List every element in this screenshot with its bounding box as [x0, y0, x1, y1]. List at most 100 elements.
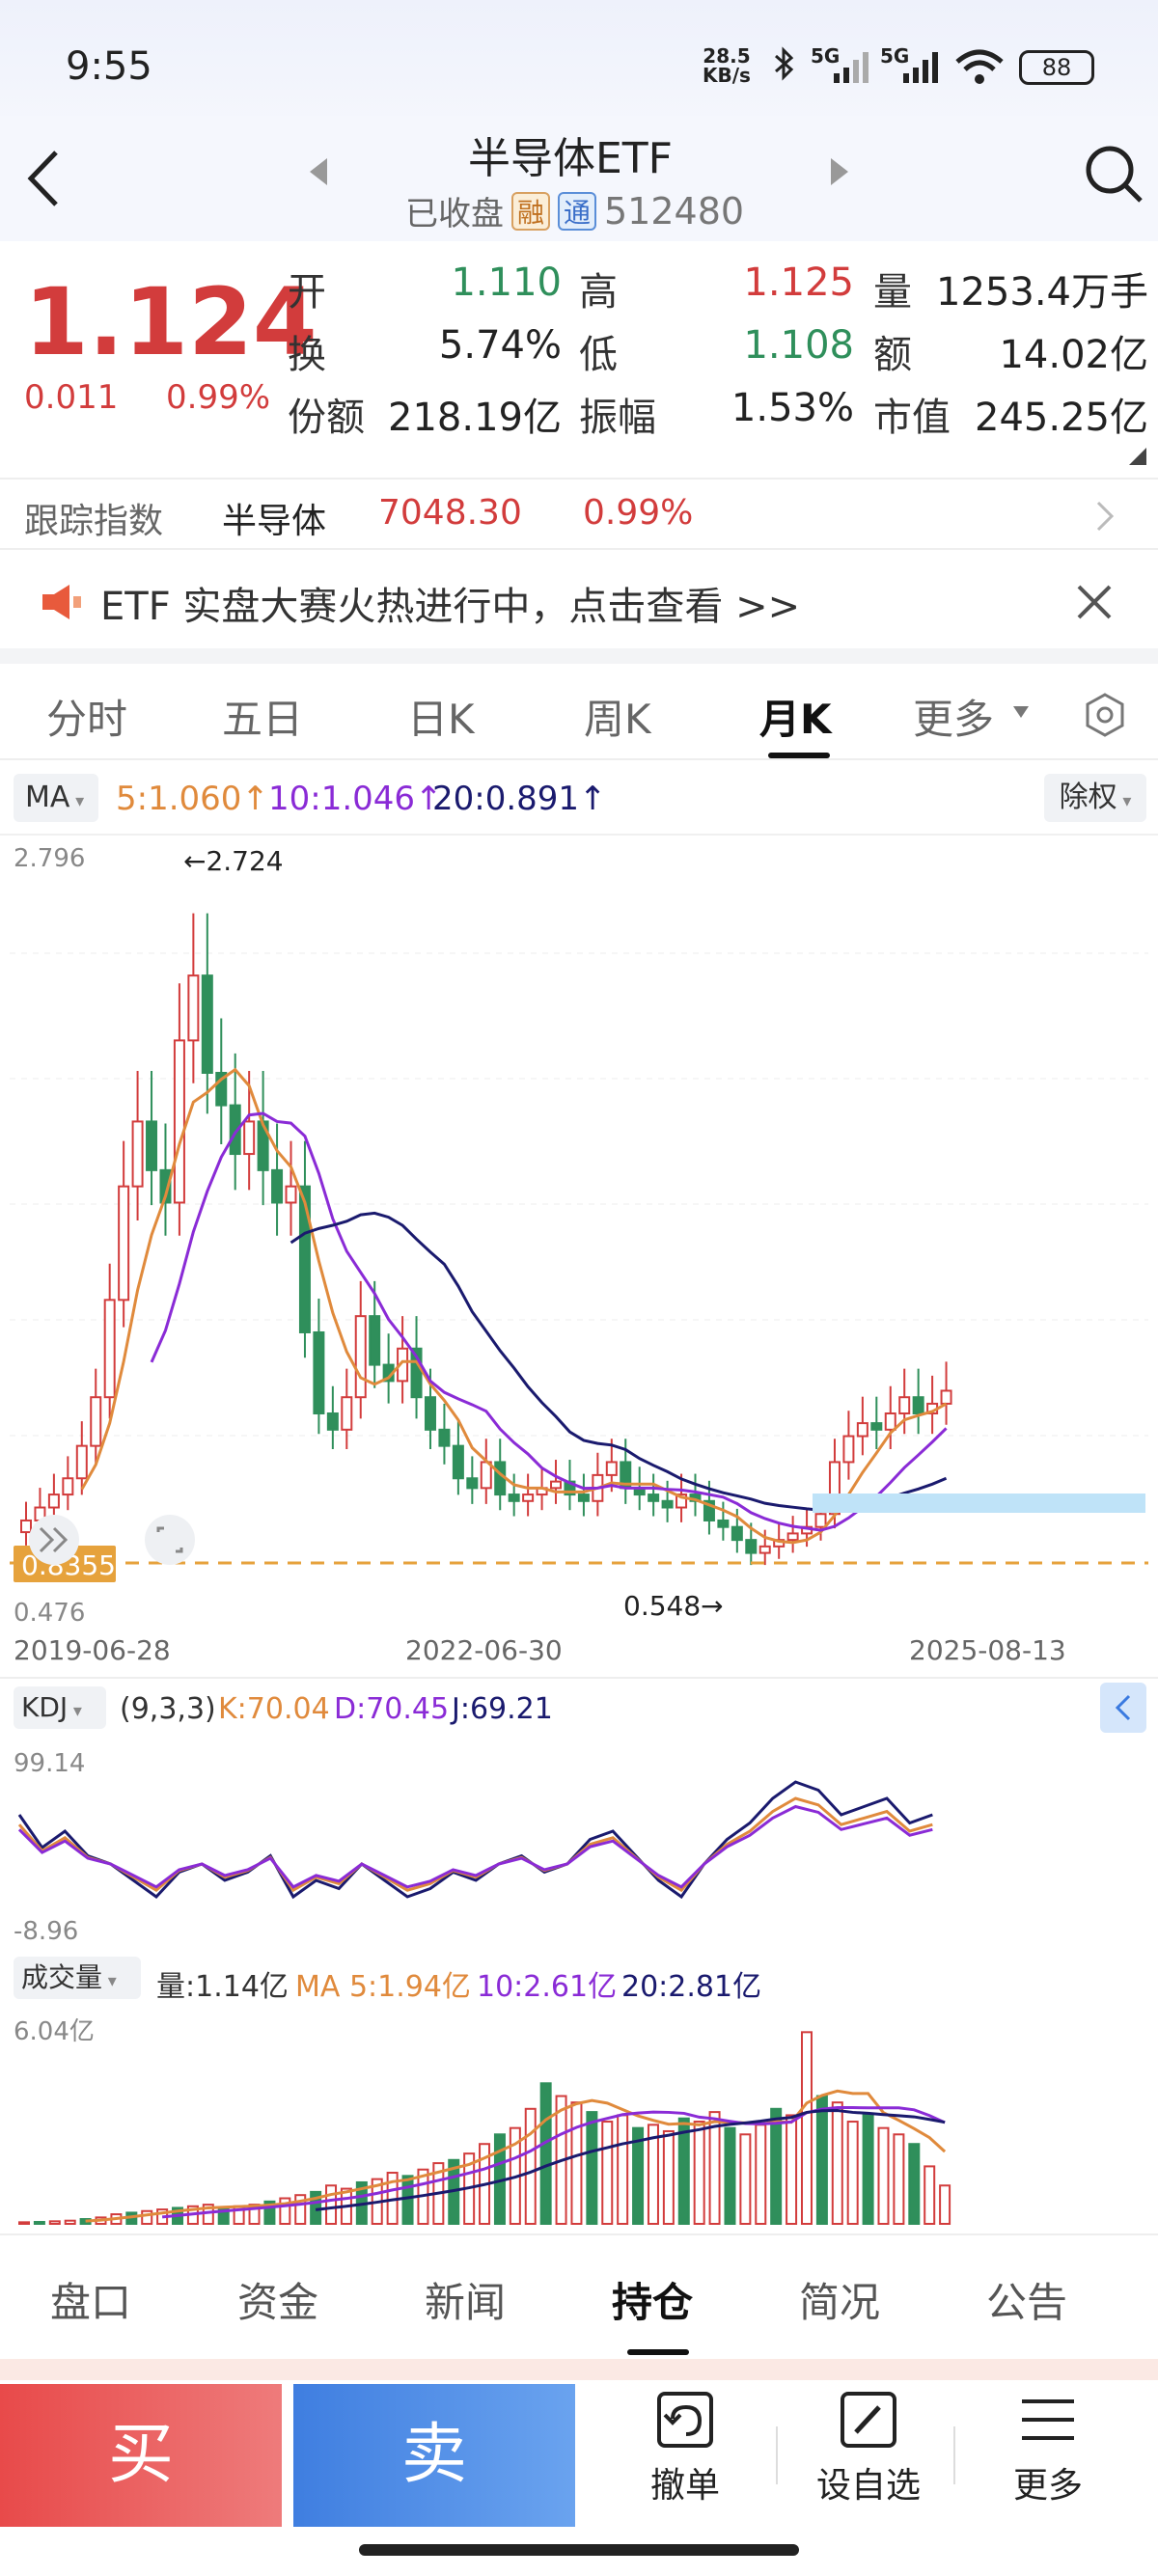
tab-daily-k[interactable]: 日K — [407, 696, 475, 743]
sell-button[interactable]: 卖 — [293, 2384, 575, 2527]
candle-body — [940, 1389, 952, 1405]
search-icon[interactable] — [1081, 141, 1148, 208]
more-actions-button[interactable]: 更多 — [980, 2386, 1116, 2531]
fold-left-icon[interactable] — [29, 1515, 79, 1565]
tab-more[interactable]: 更多 — [913, 696, 995, 743]
label-shares: 份额 — [288, 396, 365, 440]
volume-bar — [141, 2209, 153, 2226]
tab-monthly-k[interactable]: 月K — [759, 696, 832, 743]
axis-top-label: 2.796 — [14, 844, 85, 873]
volume-bar — [708, 2111, 721, 2225]
volume-bar — [786, 2114, 798, 2225]
kline-chart[interactable]: 0.8355 2.796 0.476 ←2.724 0.548→ 2019-06… — [0, 837, 1158, 1677]
kdj-k: K:70.04 — [218, 1692, 330, 1726]
close-icon[interactable] — [1073, 581, 1116, 623]
candle-body — [215, 1072, 228, 1107]
candle-body — [703, 1499, 715, 1521]
volume-bar — [939, 2184, 951, 2226]
tab-announcements[interactable]: 公告 — [986, 2279, 1068, 2326]
volume-bar — [739, 2133, 752, 2226]
volume-bar — [294, 2194, 307, 2225]
adjust-selector[interactable]: 除权 ▾ — [1044, 774, 1146, 822]
buy-button[interactable]: 买 — [0, 2384, 282, 2527]
tab-capital[interactable]: 资金 — [237, 2279, 319, 2326]
volume-bar — [48, 2220, 61, 2226]
tab-profile[interactable]: 简况 — [799, 2279, 881, 2326]
candle-body — [786, 1532, 799, 1542]
prev-stock-icon[interactable] — [304, 152, 333, 191]
candle-body — [20, 1519, 32, 1534]
wifi-icon — [955, 49, 1004, 84]
candle-body — [313, 1330, 325, 1415]
volume-bar — [617, 2114, 629, 2225]
ma-row: MA ▾ 5:1.060↑ 10:1.046↑ 20:0.891↑ 除权 ▾ — [0, 762, 1158, 836]
volume-header: 成交量 ▾ 量:1.14亿 MA 5:1.94亿 10:2.61亿 20:2.8… — [0, 1949, 1158, 2007]
volume-bar — [693, 2121, 705, 2225]
tracking-pct: 0.99% — [583, 493, 694, 533]
collapse-panel-button[interactable] — [1100, 1683, 1146, 1733]
menu-icon — [1022, 2399, 1074, 2440]
tab-five-day[interactable]: 五日 — [222, 696, 304, 743]
volume-bar — [815, 2095, 828, 2225]
cancel-label: 撤单 — [649, 2466, 720, 2506]
candle-body — [814, 1513, 827, 1528]
info-tabs: 盘口 资金 新闻 持仓 简况 公告 — [0, 2233, 1158, 2359]
date-label-start: 2019-06-28 — [14, 1634, 171, 1666]
tracking-index-row[interactable]: 跟踪指数 半导体 7048.30 0.99% — [0, 478, 1158, 550]
volume-bar — [755, 2124, 767, 2225]
value-open: 1.110 — [451, 260, 562, 305]
kdj-chart[interactable]: 99.14 -8.96 — [0, 1737, 1158, 1949]
fullscreen-icon[interactable] — [145, 1515, 195, 1565]
tab-orderbook[interactable]: 盘口 — [50, 2279, 132, 2326]
candle-body — [131, 1120, 144, 1188]
volume-bar — [279, 2197, 291, 2225]
settings-hexagon-icon[interactable] — [1081, 691, 1129, 739]
ma10-line — [150, 1111, 948, 1532]
candle-body — [271, 1168, 284, 1204]
ma-selector[interactable]: MA ▾ — [14, 774, 98, 822]
cancel-order-button[interactable]: 撤单 — [618, 2386, 753, 2531]
volume-selector[interactable]: 成交量 ▾ — [14, 1957, 141, 1999]
candle-body — [424, 1396, 436, 1431]
volume-chart[interactable]: 6.04亿 — [0, 2007, 1158, 2233]
volume-bar — [862, 2114, 874, 2225]
edit-icon — [841, 2392, 896, 2448]
connect-tag: 通 — [558, 191, 596, 231]
label-volume: 量 — [873, 270, 912, 315]
back-icon[interactable] — [19, 145, 68, 212]
candle-body — [90, 1396, 102, 1447]
label-amount: 额 — [873, 333, 912, 377]
candle-body — [745, 1539, 758, 1554]
volume-ma10: 10:2.61亿 — [477, 1970, 618, 2004]
volume-bar — [601, 2121, 614, 2225]
candle-body — [577, 1494, 590, 1502]
tab-holdings[interactable]: 持仓 — [612, 2279, 694, 2326]
label-low: 低 — [579, 333, 618, 377]
action-bar: 买 卖 撤单 设自选 更多 — [0, 2359, 1158, 2576]
kdj-selector[interactable]: KDJ ▾ — [14, 1686, 106, 1729]
expand-corner-icon[interactable] — [1127, 446, 1148, 467]
kdj-j-line — [17, 1780, 933, 1900]
candle-body — [229, 1104, 241, 1156]
header: 半导体ETF 已收盘 融 通 512480 — [0, 116, 1158, 241]
tab-weekly-k[interactable]: 周K — [584, 696, 651, 743]
label-open: 开 — [288, 270, 326, 315]
value-high: 1.125 — [743, 260, 854, 305]
value-turnover: 5.74% — [438, 323, 562, 368]
candle-body — [201, 974, 213, 1074]
next-stock-icon[interactable] — [825, 152, 854, 191]
candle-body — [717, 1519, 730, 1528]
volume-bar — [524, 2107, 537, 2225]
volume-bar — [677, 2117, 690, 2225]
vol-ma5-line — [85, 2089, 947, 2223]
tab-intraday[interactable]: 分时 — [46, 696, 128, 743]
volume-bar — [924, 2165, 936, 2226]
add-watchlist-button[interactable]: 设自选 — [801, 2386, 936, 2531]
volume-bar — [33, 2221, 45, 2225]
tracking-value: 7048.30 — [378, 493, 522, 533]
volume-top-label: 6.04亿 — [14, 2017, 95, 2046]
tab-news[interactable]: 新闻 — [425, 2279, 507, 2326]
watch-label: 设自选 — [815, 2466, 921, 2506]
chevron-left-icon — [1115, 1694, 1131, 1721]
promo-banner[interactable]: ETF 实盘大赛火热进行中，点击查看 >> — [0, 552, 1158, 648]
